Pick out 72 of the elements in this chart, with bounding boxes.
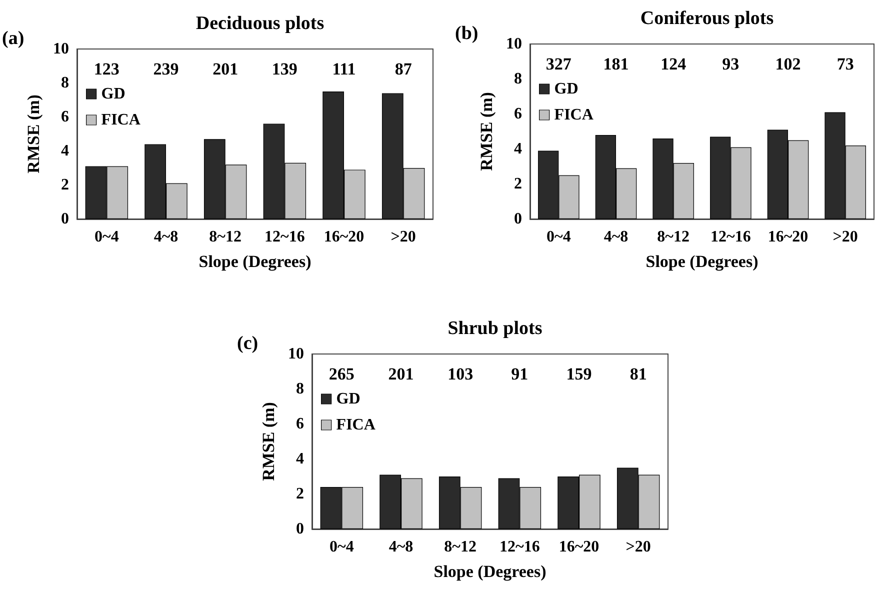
annotation: 239 xyxy=(153,60,179,78)
y-tick-label: 6 xyxy=(296,416,304,432)
y-tick-label: 4 xyxy=(61,142,69,160)
x-tick-label: 0~4 xyxy=(546,228,571,246)
x-tick-label: 12~16 xyxy=(264,228,305,246)
y-tick-label: 6 xyxy=(61,108,69,126)
y-tick-label: 8 xyxy=(296,380,304,398)
x-tick-label: >20 xyxy=(390,228,416,246)
y-tick-label: 0 xyxy=(61,210,69,228)
x-tick-label: 0~4 xyxy=(94,228,119,246)
annotation: 102 xyxy=(775,54,801,74)
annotation: 73 xyxy=(836,54,854,74)
annotation: 91 xyxy=(511,364,528,384)
annotation: 139 xyxy=(272,60,298,78)
annotation: 201 xyxy=(212,60,238,78)
x-tick-label: 16~20 xyxy=(558,538,600,556)
y-tick-label: 8 xyxy=(61,74,69,92)
legend-label: FICA xyxy=(554,106,594,124)
x-tick-label: 16~20 xyxy=(324,228,364,246)
x-tick-label: 0~4 xyxy=(330,538,354,556)
legend-label: GD xyxy=(336,390,360,408)
legend-label: GD xyxy=(554,80,578,98)
annotation: 124 xyxy=(660,54,687,74)
y-tick-label: 4 xyxy=(296,450,304,468)
annotation: 103 xyxy=(448,364,474,384)
x-tick-label: 16~20 xyxy=(768,228,808,246)
chart-title: Shrub plots xyxy=(448,318,542,339)
text: (a) xyxy=(2,28,24,49)
y-axis-title: RMSE (m) xyxy=(24,94,44,174)
y-tick-label: 2 xyxy=(296,486,304,502)
x-axis-title: Slope (Degrees) xyxy=(198,252,312,271)
legend-label: FICA xyxy=(101,112,141,128)
x-tick-label: 4~8 xyxy=(388,538,414,556)
text: (b) xyxy=(455,23,478,44)
annotation: 201 xyxy=(388,364,414,384)
chart-title: Coniferous plots xyxy=(640,8,774,29)
y-tick-label: 2 xyxy=(61,176,69,194)
y-tick-label: 6 xyxy=(514,106,522,122)
chart-title: Deciduous plots xyxy=(196,13,324,34)
legend-label: FICA xyxy=(336,416,376,434)
annotation: 87 xyxy=(394,60,412,78)
y-tick-label: 10 xyxy=(53,40,69,58)
annotation: 327 xyxy=(546,54,572,74)
y-tick-label: 4 xyxy=(514,140,522,158)
y-tick-label: 0 xyxy=(296,520,304,538)
annotation: 265 xyxy=(328,364,354,384)
x-tick-label: 8~12 xyxy=(444,538,476,556)
y-tick-label: 2 xyxy=(514,176,522,192)
annotation: 181 xyxy=(603,54,629,74)
y-tick-label: 10 xyxy=(506,36,522,52)
x-tick-label: 12~16 xyxy=(710,228,751,246)
annotation: 81 xyxy=(630,364,647,384)
x-tick-label: 8~12 xyxy=(209,228,242,246)
y-tick-label: 10 xyxy=(288,346,304,362)
y-tick-label: 0 xyxy=(514,210,522,228)
annotation: 159 xyxy=(566,364,592,384)
x-tick-label: >20 xyxy=(626,538,651,556)
x-tick-label: 8~12 xyxy=(657,228,690,246)
x-tick-label: 4~8 xyxy=(154,228,178,246)
legend-label: GD xyxy=(101,86,126,102)
y-axis-title: RMSE (m) xyxy=(477,92,496,171)
y-tick-label: 8 xyxy=(514,70,522,88)
annotation: 123 xyxy=(94,60,120,78)
x-tick-label: 12~16 xyxy=(500,538,540,556)
text: (c) xyxy=(237,333,258,354)
annotation: 111 xyxy=(332,60,356,78)
x-axis-title: Slope (Degrees) xyxy=(434,562,546,581)
x-tick-label: 4~8 xyxy=(604,228,628,246)
y-axis-title: RMSE (m) xyxy=(259,402,278,481)
x-axis-title: Slope (Degrees) xyxy=(646,252,758,271)
x-tick-label: >20 xyxy=(832,228,858,246)
annotation: 93 xyxy=(722,54,740,74)
